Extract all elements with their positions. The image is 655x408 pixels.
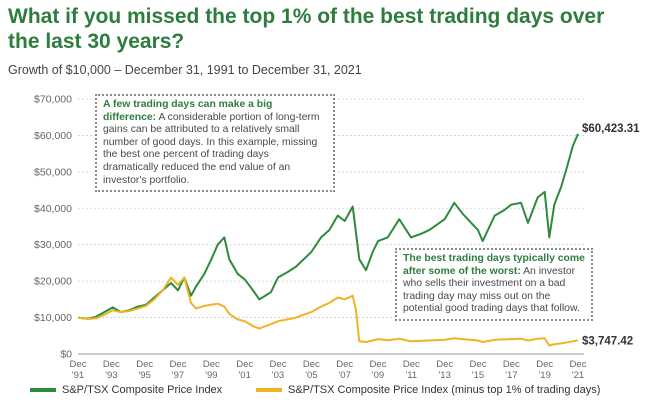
x-tick-label: Dec [136,359,153,370]
y-tick-label: $40,000 [34,203,72,215]
x-tick-label: '97 [172,370,184,381]
x-tick-label: '95 [138,370,150,381]
legend-swatch-gold [256,388,282,392]
x-tick-label: Dec [470,359,487,370]
x-tick-label: Dec [70,359,87,370]
x-tick-label: '91 [72,370,84,381]
x-tick-label: '01 [238,370,250,381]
x-tick-label: '93 [105,370,117,381]
x-tick-label: '15 [472,370,484,381]
y-tick-label: $50,000 [34,166,72,178]
x-tick-label: '09 [372,370,384,381]
x-tick-label: Dec [236,359,253,370]
x-tick-label: '17 [505,370,517,381]
x-tick-label: Dec [370,359,387,370]
callout-highlight: The best trading days typically come aft… [403,253,585,277]
series-lines [77,133,579,347]
x-tick-label: '13 [438,370,450,381]
y-tick-label: $30,000 [34,239,72,251]
y-tick-label: $20,000 [34,276,72,288]
x-tick-label: Dec [336,359,353,370]
x-tick-label: '19 [538,370,550,381]
legend-item-tsx-minus: S&P/TSX Composite Price Index (minus top… [256,384,600,396]
x-tick-label: '05 [305,370,317,381]
x-tick-label: '99 [205,370,217,381]
end-value-label-tsx: $60,423.31 [582,123,640,135]
x-tick-label: '21 [572,370,584,381]
x-tick-label: Dec [203,359,220,370]
y-tick-label: $10,000 [34,312,72,324]
x-tick-label: Dec [570,359,587,370]
y-tick-label: $0 [60,349,72,361]
legend-swatch-green [30,388,56,392]
x-tick-label: Dec [536,359,553,370]
x-tick-label: Dec [403,359,420,370]
series-line-tsx-minus-top-days [77,276,579,347]
x-tick-label: '11 [405,370,417,381]
legend-label: S&P/TSX Composite Price Index [62,384,223,396]
page-title: What if you missed the top 1% of the bes… [8,5,605,53]
x-tick-label: Dec [103,359,120,370]
legend-item-tsx: S&P/TSX Composite Price Index [30,384,222,396]
x-tick-label: Dec [436,359,453,370]
y-tick-label: $70,000 [34,94,72,106]
x-tick-label: '07 [338,370,350,381]
legend-label: S&P/TSX Composite Price Index (minus top… [288,384,601,396]
callout-best-days: The best trading days typically come aft… [395,248,593,321]
callout-body: A considerable portion of long-term gain… [103,111,320,186]
callout-big-difference: A few trading days can make a big differ… [95,94,335,193]
end-labels: $60,423.31 $3,747.42 [582,123,640,347]
y-axis-ticks: $0 $10,000 $20,000 $30,000 $40,000 $50,000 $60… [34,94,72,361]
end-value-label-tsx-minus: $3,747.42 [582,335,633,347]
x-tick-label: Dec [503,359,520,370]
y-tick-label: $60,000 [34,130,72,142]
callout-body: An investor who sells their investment o… [403,265,580,315]
x-tick-label: Dec [170,359,187,370]
x-tick-label: Dec [270,359,287,370]
callout-highlight: A few trading days can make a big differ… [103,99,273,123]
x-tick-label: Dec [303,359,320,370]
x-axis-ticks: Dec'91Dec'93Dec'95Dec'97Dec'99Dec'01Dec'… [70,359,587,381]
chart-subtitle: Growth of $10,000 – December 31, 1991 to… [8,63,362,77]
x-tick-label: '03 [272,370,284,381]
